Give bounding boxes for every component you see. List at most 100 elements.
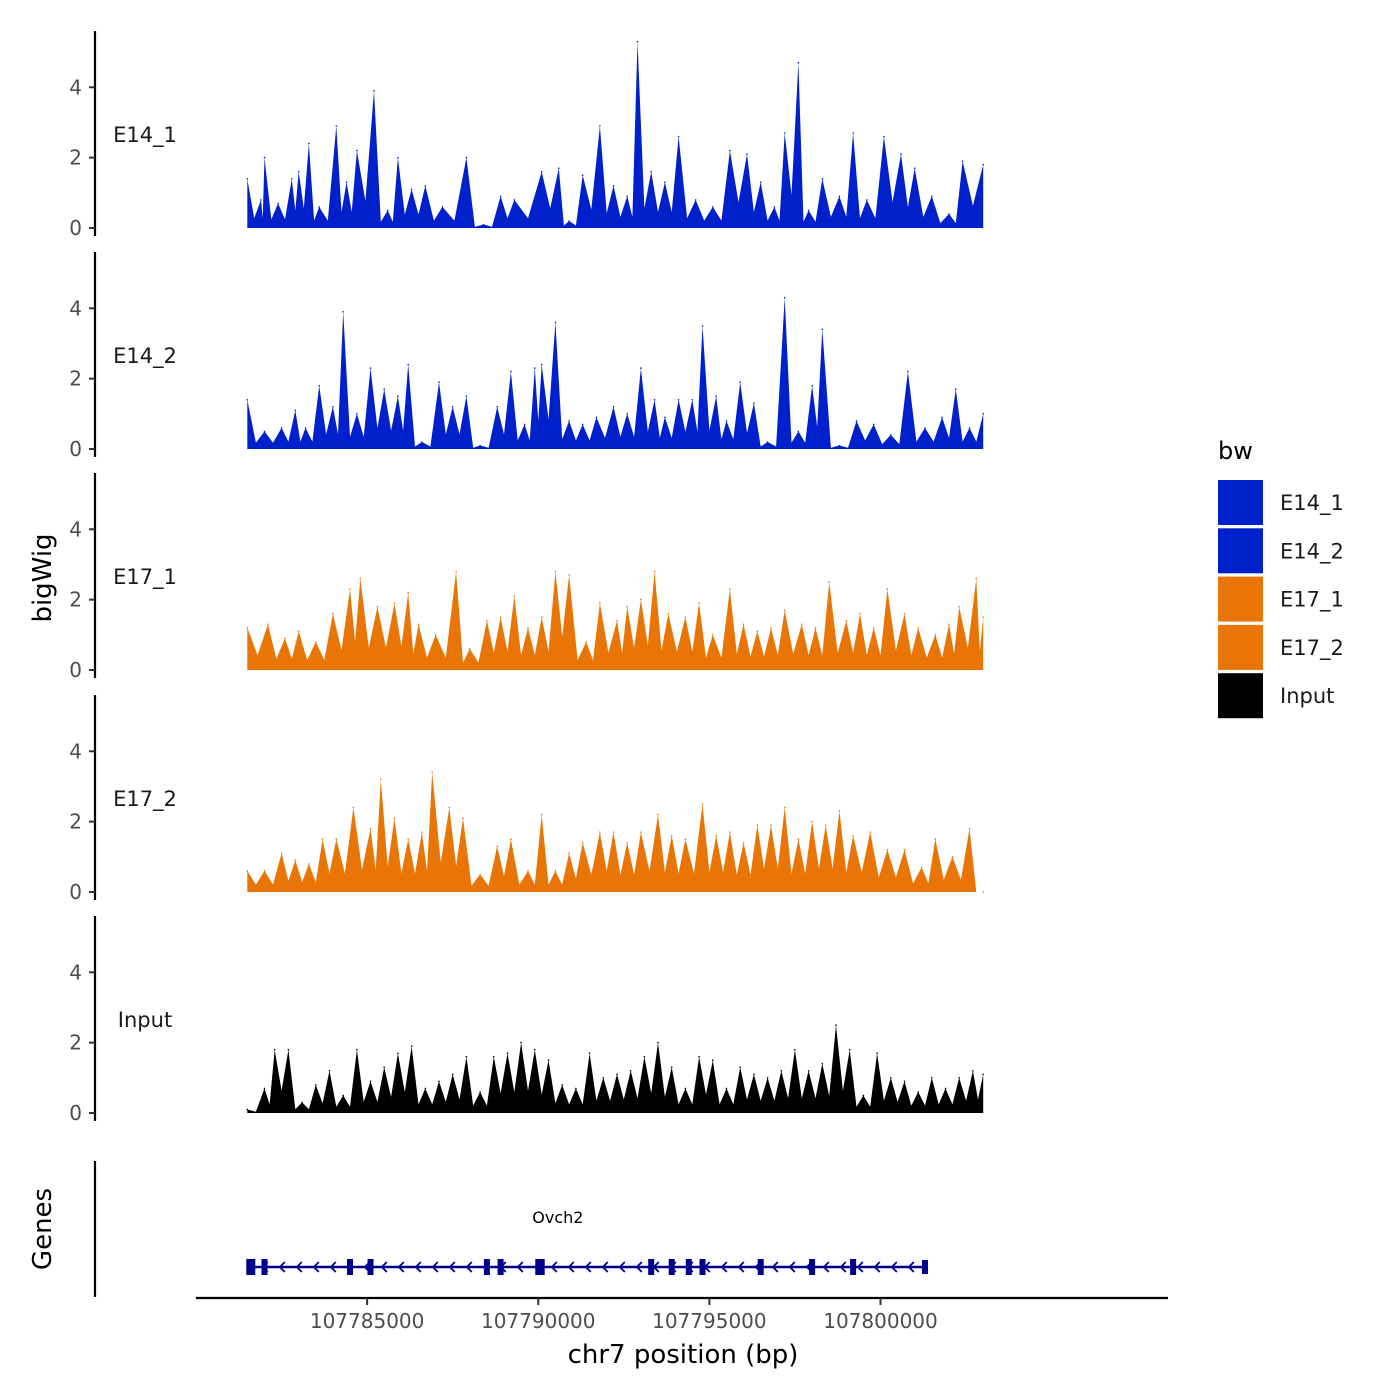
coverage-point (376, 605, 379, 608)
coverage-point (318, 206, 321, 208)
gene-exon (668, 1259, 675, 1275)
coverage-point (540, 813, 543, 816)
gene-exon (483, 1259, 490, 1275)
y-tick-label: 4 (69, 739, 82, 763)
coverage-point (828, 581, 830, 583)
coverage-point (335, 125, 338, 127)
coverage-point (890, 434, 892, 436)
strand-arrow-icon (856, 1261, 864, 1273)
coverage-point (479, 1091, 481, 1093)
coverage-point (701, 803, 704, 805)
coverage-point (797, 838, 800, 840)
coverage-point (599, 602, 601, 604)
coverage-point (263, 1087, 266, 1090)
coverage-point (479, 873, 481, 876)
coverage-point (900, 153, 902, 155)
coverage-point (753, 1073, 755, 1076)
track-label: Input (118, 1008, 172, 1032)
y-tick-label: 2 (69, 146, 82, 170)
y-tick-label: 0 (69, 880, 82, 904)
coverage-point (304, 427, 307, 429)
coverage-point (944, 1087, 947, 1090)
strand-arrow-icon (465, 1261, 473, 1273)
coverage-point (496, 845, 499, 848)
coverage-point (263, 156, 266, 159)
coverage-point (510, 370, 512, 373)
y-tick-label: 2 (69, 810, 82, 834)
coverage-point (506, 1052, 509, 1054)
coverage-point (332, 612, 334, 615)
strand-arrow-icon (550, 1261, 558, 1273)
coverage-point (469, 648, 471, 650)
coverage-point (534, 1048, 536, 1051)
legend-title: bw (1218, 437, 1253, 465)
track-label: E17_1 (113, 565, 177, 590)
coverage-point (684, 838, 687, 840)
strand-arrow-icon (329, 1261, 337, 1273)
coverage-point (766, 441, 769, 443)
coverage-point (958, 1077, 960, 1079)
coverage-point (588, 1052, 591, 1054)
coverage-point (691, 399, 694, 401)
coverage-point (246, 178, 249, 180)
coverage-point (931, 195, 933, 198)
coverage-point (527, 627, 529, 629)
coverage-point (712, 634, 714, 636)
gene-exon (699, 1259, 706, 1275)
coverage-point (653, 570, 656, 573)
coverage-point (903, 1080, 906, 1083)
coverage-point (424, 1087, 427, 1090)
coverage-point (540, 616, 543, 618)
gene-exon (685, 1259, 692, 1275)
coverage-point (783, 609, 786, 611)
coverage-point (886, 588, 889, 590)
strand-arrow-icon (584, 1261, 592, 1273)
coverage-point (568, 420, 570, 422)
coverage-point (821, 178, 824, 180)
coverage-point (968, 427, 971, 429)
coverage-point (342, 311, 345, 313)
coverage-point (739, 1066, 741, 1069)
coverage-point (407, 838, 410, 840)
coverage-point (335, 838, 338, 840)
y-tick-label: 2 (69, 1031, 82, 1055)
coverage-point (554, 570, 557, 573)
coverage-point (951, 856, 954, 858)
coverage-point (315, 641, 317, 643)
strand-arrow-icon (295, 1261, 303, 1273)
coverage-area-E14_1 (247, 41, 984, 228)
coverage-point (934, 634, 937, 636)
y-tick-label: 2 (69, 588, 82, 612)
coverage-point (626, 195, 628, 198)
coverage-point (640, 598, 642, 601)
legend-key-Input (1218, 673, 1263, 719)
coverage-point (499, 195, 502, 198)
legend-key-E14_2 (1218, 528, 1263, 574)
strand-arrow-icon (737, 1261, 745, 1273)
coverage-point (794, 1048, 796, 1051)
strand-arrow-icon (397, 1261, 405, 1273)
coverage-point (383, 1066, 386, 1069)
coverage-point (626, 413, 628, 415)
coverage-point (246, 1108, 249, 1111)
coverage-point (602, 1077, 605, 1079)
coverage-point (934, 838, 937, 840)
coverage-point (581, 174, 584, 176)
x-tick-label: 107785000 (310, 1309, 425, 1333)
coverage-point (913, 167, 916, 169)
coverage-point (263, 430, 266, 433)
coverage-point (872, 423, 875, 426)
coverage-point (650, 170, 652, 173)
coverage-point (383, 388, 386, 391)
coverage-point (321, 838, 324, 840)
legend-key-E14_1 (1218, 480, 1263, 525)
x-axis-title: chr7 position (bp) (568, 1340, 799, 1370)
coverage-point (315, 1084, 317, 1086)
coverage-point (465, 1055, 468, 1058)
strand-arrow-icon (380, 1261, 388, 1273)
coverage-point (482, 223, 485, 226)
coverage-point (291, 178, 293, 180)
y-tick-label: 4 (69, 960, 82, 984)
